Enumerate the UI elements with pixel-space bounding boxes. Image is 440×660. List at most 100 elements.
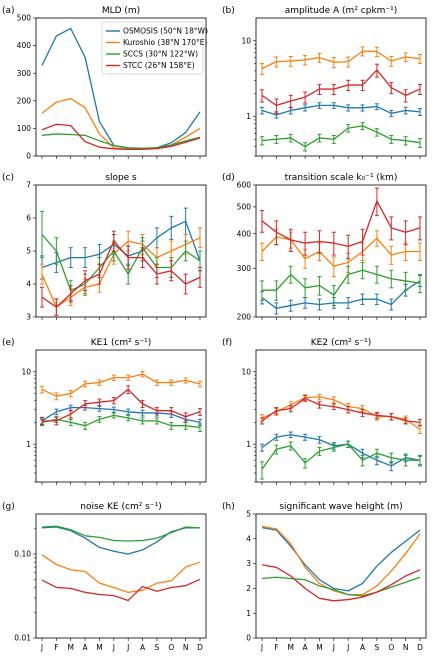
plot-frame bbox=[255, 513, 427, 639]
series-line-osmosis bbox=[261, 434, 421, 467]
panel-f: (f) KE2 (cm² s⁻¹) 1 10 bbox=[222, 338, 427, 485]
y-tick-label: 5 bbox=[26, 247, 31, 256]
x-tick-label: M bbox=[287, 643, 293, 652]
y-tick-label: 200 bbox=[237, 313, 252, 322]
x-tick-label: A bbox=[140, 643, 146, 652]
y-tick-label: 300 bbox=[17, 69, 32, 78]
x-tick-label: A bbox=[303, 643, 309, 652]
series-line-kuroshio bbox=[261, 396, 421, 430]
legend-label-osmosis: OSMOSIS (50°N 18°W) bbox=[123, 27, 208, 36]
plot-frame bbox=[255, 349, 427, 483]
y-tick-label: 600 bbox=[237, 181, 252, 190]
series-line-sccs bbox=[262, 269, 421, 296]
panel-label: (c) bbox=[2, 173, 14, 183]
panel-label: (b) bbox=[222, 6, 235, 16]
series-line-sccs bbox=[41, 234, 201, 292]
series-line-kuroshio bbox=[261, 236, 420, 267]
x-tick-label: M bbox=[96, 643, 102, 652]
panel-b: (b) amplitude A (m² cpkm⁻¹) 1 10 bbox=[222, 6, 427, 159]
x-tick-label: S bbox=[375, 643, 380, 652]
x-tick-label: O bbox=[388, 643, 394, 652]
panel-title: significant wave height (m) bbox=[279, 502, 402, 512]
panel-label: (d) bbox=[222, 173, 235, 183]
x-tick-label: D bbox=[417, 643, 423, 652]
series-line-stcc bbox=[42, 388, 201, 422]
x-tick-label: M bbox=[316, 643, 322, 652]
panel-title: MLD (m) bbox=[102, 6, 140, 16]
legend-label-sccs: SCCS (30°N 122°W) bbox=[123, 50, 198, 59]
x-tick-label: J bbox=[332, 643, 335, 652]
series-line-kuroshio bbox=[261, 50, 421, 70]
y-tick-label: 10 bbox=[241, 36, 251, 45]
panel-label: (f) bbox=[222, 338, 232, 348]
y-tick-label: 0 bbox=[26, 152, 31, 161]
panel-label: (g) bbox=[2, 502, 15, 512]
series-line-kuroshio bbox=[261, 525, 421, 596]
series-line-sccs bbox=[261, 125, 421, 148]
y-tick-label: 7 bbox=[26, 181, 31, 190]
plot-frame bbox=[255, 17, 427, 157]
y-tick-label: 400 bbox=[17, 41, 32, 50]
y-tick-label: 0.10 bbox=[14, 550, 31, 559]
y-tick-label: 100 bbox=[17, 124, 32, 133]
panel-e: (e) KE1 (cm² s⁻¹) 1 10 bbox=[2, 338, 207, 485]
legend-label-stcc: STCC (26°N 158°E) bbox=[123, 61, 195, 70]
series-line-osmosis bbox=[41, 220, 201, 269]
series-line-sccs bbox=[261, 443, 420, 470]
y-tick-label: 1 bbox=[246, 440, 251, 449]
series-line-osmosis bbox=[261, 104, 421, 116]
series-line-stcc bbox=[261, 564, 421, 602]
x-tick-label: F bbox=[54, 643, 58, 652]
series-line-stcc bbox=[261, 397, 421, 424]
y-tick-label: 10 bbox=[21, 367, 31, 376]
y-tick-label: 200 bbox=[17, 96, 32, 105]
y-tick-label: 2 bbox=[246, 584, 251, 593]
y-tick-label: 3 bbox=[246, 559, 251, 568]
panel-title: amplitude A (m² cpkm⁻¹) bbox=[285, 6, 398, 16]
series-line-osmosis bbox=[261, 526, 421, 592]
x-tick-label: J bbox=[260, 643, 263, 652]
y-tick-label: 300 bbox=[237, 264, 252, 273]
x-tick-label: A bbox=[83, 643, 89, 652]
legend-box bbox=[101, 21, 204, 75]
y-tick-label: 500 bbox=[17, 14, 32, 23]
x-tick-label: N bbox=[183, 643, 189, 652]
x-tick-label: J bbox=[40, 643, 43, 652]
x-tick-label: S bbox=[155, 643, 160, 652]
plot-frame bbox=[35, 513, 207, 639]
series-line-kuroshio bbox=[41, 97, 201, 151]
x-tick-label: J bbox=[346, 643, 349, 652]
series-line-kuroshio bbox=[41, 237, 201, 308]
x-tick-label: J bbox=[112, 643, 115, 652]
panel-title: transition scale k₀⁻¹ (km) bbox=[285, 173, 398, 183]
x-tick-label: F bbox=[274, 643, 278, 652]
series-line-osmosis bbox=[261, 280, 421, 309]
panel-title: KE1 (cm² s⁻¹) bbox=[91, 338, 151, 348]
y-tick-label: 1 bbox=[26, 440, 31, 449]
panel-label: (h) bbox=[222, 502, 235, 512]
panel-d: (d) transition scale k₀⁻¹ (km) 200 300 400 50… bbox=[222, 173, 427, 322]
panel-g: (g) noise KE (cm² s⁻¹)0.010.10J F M A M J J A S O N… bbox=[2, 502, 207, 652]
panel-label: (e) bbox=[2, 338, 15, 348]
series-line-sccs bbox=[41, 133, 201, 149]
y-tick-label: 4 bbox=[26, 280, 31, 289]
panel-title: KE2 (cm² s⁻¹) bbox=[311, 338, 371, 348]
series-line-sccs bbox=[261, 576, 421, 597]
series-line-osmosis bbox=[41, 406, 201, 424]
panel-title: noise KE (cm² s⁻¹) bbox=[80, 502, 162, 512]
y-tick-label: 0.01 bbox=[14, 634, 31, 643]
series-line-stcc bbox=[41, 240, 201, 308]
panel-a: (a) MLD (m) 0 100 200 300 400 500 OSMOSIS (50°N … bbox=[2, 6, 208, 161]
x-tick-label: O bbox=[168, 643, 174, 652]
series-line-stcc bbox=[261, 69, 421, 107]
plot-frame bbox=[35, 349, 207, 483]
series-line-sccs bbox=[41, 414, 201, 429]
series-line-stcc bbox=[41, 578, 201, 602]
plot-frame bbox=[255, 184, 427, 318]
series-line-kuroshio bbox=[41, 373, 201, 397]
x-tick-label: N bbox=[403, 643, 409, 652]
y-tick-label: 6 bbox=[26, 214, 31, 223]
legend-label-kuroshio: Kuroshio (38°N 170°E) bbox=[123, 38, 208, 47]
plot-frame bbox=[35, 17, 207, 157]
